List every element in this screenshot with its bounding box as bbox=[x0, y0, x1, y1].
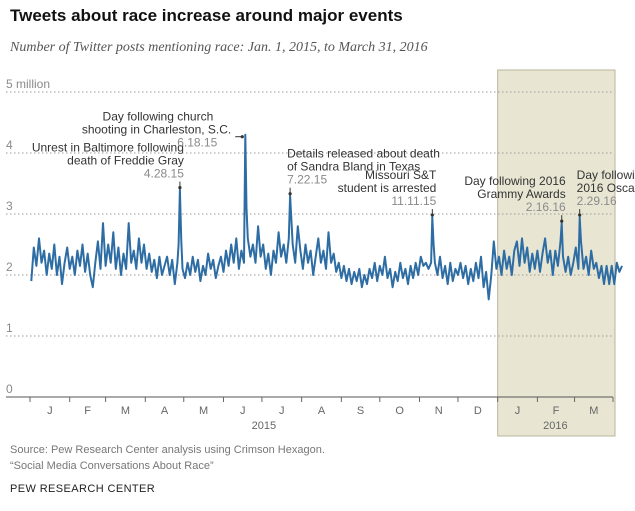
org-name: PEW RESEARCH CENTER bbox=[10, 483, 156, 495]
month-label: F bbox=[553, 405, 560, 417]
month-label: J bbox=[47, 405, 53, 417]
month-label: O bbox=[395, 405, 404, 417]
source-note: Source: Pew Research Center analysis usi… bbox=[10, 444, 325, 456]
y-tick-label: 1 bbox=[6, 321, 13, 335]
month-label: F bbox=[84, 405, 91, 417]
annotation-text: Day following 2016 bbox=[464, 174, 566, 188]
series-line-0 bbox=[30, 133, 623, 301]
annotation-dot bbox=[578, 213, 582, 217]
annotation-date: 7.22.15 bbox=[287, 173, 327, 187]
month-label: N bbox=[435, 405, 443, 417]
annotation-text: Missouri S&T bbox=[365, 168, 437, 182]
month-label: A bbox=[318, 405, 326, 417]
annotation-text: of Sandra Bland in Texas bbox=[287, 160, 420, 174]
y-tick-label: 3 bbox=[6, 199, 13, 213]
annotation-text: Day following church bbox=[103, 110, 214, 124]
annotation-text: Details released about death bbox=[287, 147, 440, 161]
annotation-dot bbox=[178, 186, 182, 190]
month-label: S bbox=[357, 405, 364, 417]
annotation-dot bbox=[560, 219, 564, 223]
annotation-text: Day following bbox=[577, 168, 635, 182]
series-layer bbox=[30, 133, 623, 301]
annotation-date: 2.29.16 bbox=[577, 194, 617, 208]
month-label: A bbox=[161, 405, 169, 417]
annotation-text: student is arrested bbox=[338, 181, 437, 195]
year-label: 2015 bbox=[252, 420, 276, 432]
annotation-dot bbox=[288, 192, 292, 196]
annotation-text: 2016 Oscars bbox=[577, 181, 635, 195]
chart-title: Tweets about race increase around major … bbox=[10, 6, 403, 25]
chart-subtitle: Number of Twitter posts mentioning race:… bbox=[10, 40, 428, 55]
y-tick-label: 2 bbox=[6, 260, 13, 274]
annotation-text: death of Freddie Gray bbox=[67, 154, 184, 168]
month-label: J bbox=[515, 405, 521, 417]
x-axis-layer: J F M A M J J A S O N D J F M 2015 2016 bbox=[29, 397, 614, 432]
annotation-text: shooting in Charleston, S.C. bbox=[82, 123, 231, 137]
annotation-dot bbox=[430, 213, 434, 217]
annotation-text: Grammy Awards bbox=[477, 187, 565, 201]
annotation-date: 6.18.15 bbox=[177, 136, 217, 150]
annotation-date: 4.28.15 bbox=[144, 167, 184, 181]
month-label: J bbox=[279, 405, 285, 417]
report-title: “Social Media Conversations About Race” bbox=[10, 460, 214, 472]
month-label: M bbox=[589, 405, 598, 417]
year-label: 2016 bbox=[543, 420, 567, 432]
annotation-dot bbox=[240, 135, 244, 139]
y-tick-label: 4 bbox=[6, 138, 13, 152]
month-label: M bbox=[199, 405, 208, 417]
annotation-date: 11.11.15 bbox=[391, 194, 436, 208]
gridlines-layer: 0 1 2 3 4 5 million bbox=[6, 77, 613, 398]
annotation-text: Unrest in Baltimore following bbox=[32, 141, 184, 155]
month-label: M bbox=[121, 405, 130, 417]
annotation-date: 2.16.16 bbox=[526, 200, 566, 214]
y-tick-label: 5 million bbox=[6, 77, 50, 91]
month-label: D bbox=[474, 405, 482, 417]
month-label: J bbox=[240, 405, 246, 417]
y-tick-label: 0 bbox=[6, 382, 13, 396]
